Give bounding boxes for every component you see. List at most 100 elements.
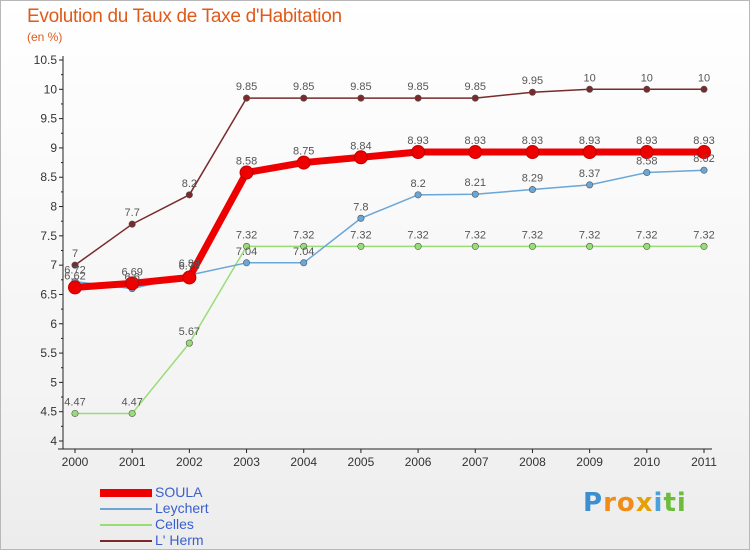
data-point <box>700 242 708 250</box>
data-label: 7.32 <box>693 229 714 241</box>
series-line-celles <box>75 245 704 415</box>
x-tick-label: 2004 <box>290 455 317 469</box>
data-point <box>528 242 536 250</box>
data-label: 7.8 <box>353 201 368 213</box>
data-label: 8.21 <box>465 177 486 189</box>
x-tick-label: 2003 <box>233 455 260 469</box>
data-point <box>586 181 594 189</box>
data-label: 6.62 <box>64 270 85 282</box>
data-label: 6.83 <box>179 258 200 270</box>
data-point <box>643 242 651 250</box>
legend-swatch <box>100 489 152 497</box>
data-point <box>700 166 708 174</box>
data-point <box>414 191 422 199</box>
series-soula <box>68 145 711 295</box>
data-point <box>239 165 254 180</box>
logo-letter: i <box>653 488 664 518</box>
legend-swatch <box>100 540 152 542</box>
data-label: 7.04 <box>293 246 314 258</box>
data-point <box>243 259 251 267</box>
x-tick-label: 2006 <box>405 455 432 469</box>
data-label: 10 <box>584 72 596 84</box>
data-label: 7.32 <box>636 229 657 241</box>
y-tick-label: 6.5 <box>40 287 57 301</box>
data-label: 4.47 <box>121 396 142 408</box>
data-point <box>68 280 82 295</box>
series-leychert <box>71 166 708 293</box>
legend-swatch <box>100 508 152 510</box>
data-label: 7.32 <box>579 229 600 241</box>
data-point <box>300 242 308 250</box>
data-point <box>643 169 651 177</box>
data-label: 7.32 <box>522 229 543 241</box>
data-point <box>468 145 483 160</box>
chart-title: Evolution du Taux de Taxe d'Habitation <box>27 6 342 27</box>
data-label: 7.32 <box>407 229 428 241</box>
legend-label: Leychert <box>155 500 209 516</box>
line-chart: 4 4.5 5 5.5 6 6.5 7 7.5 8 8.5 9 9.5 10 10.5 2000 2001 20… <box>34 53 718 469</box>
y-tick-label: 7.5 <box>40 229 57 243</box>
data-label: 8.2 <box>182 178 197 190</box>
series-l-herm <box>71 85 708 269</box>
data-point <box>471 190 479 198</box>
data-label: 7.32 <box>293 229 314 241</box>
data-label: 9.85 <box>465 81 486 93</box>
chart-subtitle: (en %) <box>27 30 63 44</box>
y-tick-label: 10 <box>44 82 58 96</box>
data-point <box>243 242 251 250</box>
data-point <box>586 242 594 250</box>
data-label: 10 <box>641 72 653 84</box>
data-label: 8.58 <box>236 156 257 168</box>
data-label: 8.37 <box>579 168 600 180</box>
y-tick-label: 9 <box>50 141 57 155</box>
data-point <box>700 85 708 93</box>
x-tick-label: 2007 <box>462 455 489 469</box>
data-point <box>128 409 136 417</box>
data-label: 7.32 <box>465 229 486 241</box>
data-label: 7 <box>72 248 78 260</box>
data-label: 8.2 <box>410 178 425 190</box>
legend-label: L' Herm <box>155 532 204 548</box>
axes: 4 4.5 5 5.5 6 6.5 7 7.5 8 8.5 9 9.5 10 10.5 2000 2001 20… <box>34 53 718 469</box>
data-label: 8.93 <box>579 135 600 147</box>
data-point <box>243 94 251 102</box>
data-point <box>300 94 308 102</box>
data-point <box>528 88 536 96</box>
data-point <box>528 186 536 194</box>
data-label: 9.95 <box>522 75 543 87</box>
data-point <box>414 94 422 102</box>
data-point <box>471 242 479 250</box>
data-label: 5.67 <box>179 326 200 338</box>
logo-letter: r <box>603 488 617 518</box>
x-tick-label: 2001 <box>119 455 146 469</box>
data-point <box>357 214 365 222</box>
data-label: 8.93 <box>522 135 543 147</box>
data-label: 7.04 <box>236 246 257 258</box>
data-point <box>182 270 197 285</box>
y-tick-label: 9.5 <box>40 112 57 126</box>
data-point <box>353 150 368 165</box>
data-point <box>185 339 193 347</box>
data-label: 6.79 <box>179 260 200 272</box>
data-label: 8.75 <box>293 146 314 158</box>
data-point <box>586 85 594 93</box>
data-label: 6.72 <box>64 265 85 277</box>
y-tick-label: 10.5 <box>34 53 58 67</box>
data-label: 9.85 <box>293 81 314 93</box>
data-point <box>414 242 422 250</box>
data-label: 8.58 <box>636 156 657 168</box>
x-tick-label: 2009 <box>576 455 603 469</box>
series-celles <box>71 242 708 417</box>
x-tick-label: 2008 <box>519 455 546 469</box>
y-tick-label: 5.5 <box>40 346 57 360</box>
proxiti-logo: Proxiti <box>583 488 687 518</box>
legend-label: Celles <box>155 516 194 532</box>
data-label: 7.32 <box>236 229 257 241</box>
y-tick-label: 4 <box>50 434 57 448</box>
x-tick-label: 2011 <box>691 455 717 469</box>
data-point <box>411 145 426 160</box>
data-label: 7.7 <box>125 207 140 219</box>
data-label: 8.93 <box>407 135 428 147</box>
data-point <box>582 145 597 160</box>
